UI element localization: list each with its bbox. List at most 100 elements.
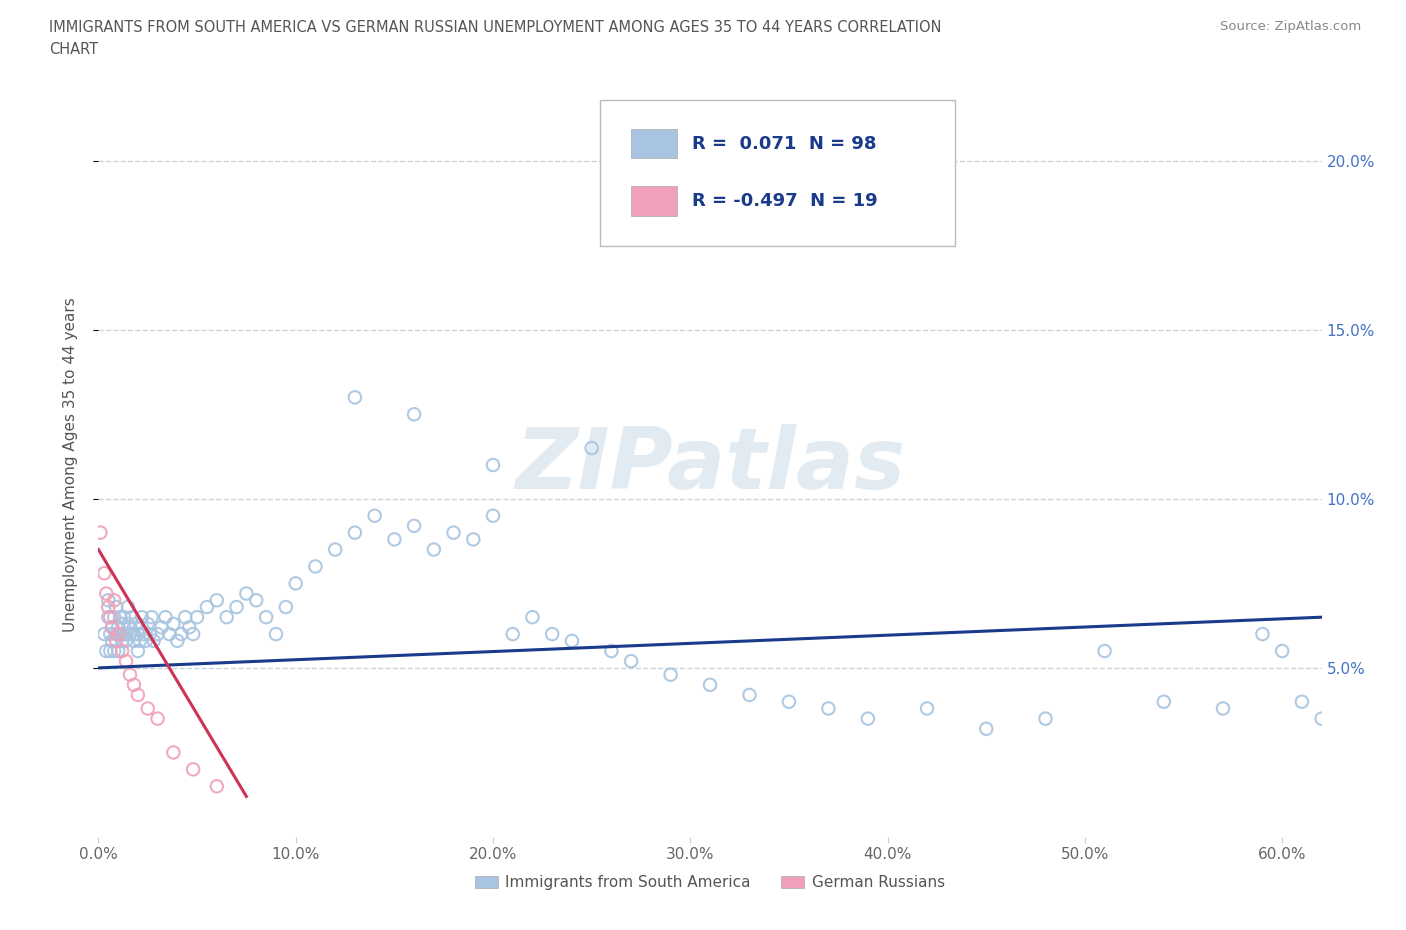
- Point: [128, 633, 150, 648]
- Point: [122, 677, 145, 692]
- Point: [125, 617, 148, 631]
- Point: [117, 617, 139, 631]
- Point: [343, 525, 366, 540]
- Point: [108, 627, 131, 642]
- Point: [1035, 711, 1057, 726]
- Point: [141, 610, 163, 625]
- Text: Source: ZipAtlas.com: Source: ZipAtlas.com: [1220, 20, 1361, 33]
- Text: R =  0.071  N = 98: R = 0.071 N = 98: [692, 135, 876, 153]
- Point: [225, 600, 247, 615]
- Point: [620, 654, 643, 669]
- Point: [97, 610, 120, 625]
- Point: [778, 695, 800, 710]
- Point: [103, 610, 125, 625]
- Point: [111, 633, 134, 648]
- Point: [245, 592, 267, 607]
- Point: [264, 627, 287, 642]
- Point: [97, 600, 120, 615]
- Point: [118, 620, 141, 635]
- Y-axis label: Unemployment Among Ages 35 to 44 years: Unemployment Among Ages 35 to 44 years: [63, 298, 77, 632]
- Point: [101, 620, 124, 635]
- Point: [118, 667, 141, 682]
- Point: [96, 586, 118, 601]
- Legend: Immigrants from South America, German Russians: Immigrants from South America, German Ru…: [468, 870, 952, 897]
- Point: [254, 610, 277, 625]
- Point: [181, 762, 204, 777]
- Point: [404, 518, 426, 533]
- Point: [97, 592, 120, 607]
- Point: [181, 627, 204, 642]
- Point: [150, 620, 173, 635]
- Point: [541, 627, 564, 642]
- Point: [186, 610, 208, 625]
- Point: [304, 559, 326, 574]
- Point: [105, 600, 128, 615]
- Point: [1271, 644, 1294, 658]
- Point: [1153, 695, 1175, 710]
- Point: [561, 633, 583, 648]
- Point: [235, 586, 257, 601]
- Point: [101, 620, 124, 635]
- FancyBboxPatch shape: [630, 128, 678, 158]
- Point: [482, 509, 505, 524]
- Point: [502, 627, 524, 642]
- Point: [122, 627, 145, 642]
- Point: [122, 633, 145, 648]
- Point: [131, 610, 153, 625]
- Point: [174, 610, 197, 625]
- Point: [817, 701, 839, 716]
- Point: [115, 627, 138, 642]
- FancyBboxPatch shape: [600, 100, 955, 246]
- Point: [142, 633, 165, 648]
- Point: [1212, 701, 1234, 716]
- Point: [974, 722, 997, 737]
- Point: [1094, 644, 1116, 658]
- Point: [135, 633, 157, 648]
- Point: [274, 600, 297, 615]
- Point: [162, 617, 184, 631]
- Point: [155, 610, 177, 625]
- Point: [132, 627, 155, 642]
- Point: [108, 610, 131, 625]
- Point: [195, 600, 218, 615]
- Point: [105, 633, 128, 648]
- FancyBboxPatch shape: [630, 186, 678, 216]
- Point: [1291, 695, 1313, 710]
- Point: [121, 610, 143, 625]
- Point: [93, 565, 115, 580]
- Text: IMMIGRANTS FROM SOUTH AMERICA VS GERMAN RUSSIAN UNEMPLOYMENT AMONG AGES 35 TO 44: IMMIGRANTS FROM SOUTH AMERICA VS GERMAN …: [49, 20, 942, 35]
- Point: [146, 627, 169, 642]
- Point: [96, 644, 118, 658]
- Point: [89, 525, 111, 540]
- Point: [112, 610, 135, 625]
- Point: [107, 644, 129, 658]
- Point: [98, 610, 121, 625]
- Point: [738, 687, 761, 702]
- Point: [103, 592, 125, 607]
- Point: [159, 627, 181, 642]
- Point: [205, 592, 228, 607]
- Point: [115, 633, 138, 648]
- Point: [103, 644, 125, 658]
- Point: [138, 627, 160, 642]
- Point: [127, 627, 149, 642]
- Point: [179, 620, 201, 635]
- Point: [166, 633, 188, 648]
- Point: [127, 687, 149, 702]
- Text: R = -0.497  N = 19: R = -0.497 N = 19: [692, 192, 877, 210]
- Point: [659, 667, 682, 682]
- Point: [105, 627, 128, 642]
- Point: [482, 458, 505, 472]
- Point: [284, 576, 307, 591]
- Point: [146, 711, 169, 726]
- Point: [856, 711, 879, 726]
- Point: [404, 406, 426, 421]
- Point: [423, 542, 446, 557]
- Point: [363, 509, 385, 524]
- Point: [112, 627, 135, 642]
- Point: [131, 620, 153, 635]
- Point: [117, 600, 139, 615]
- Point: [600, 644, 623, 658]
- Point: [111, 644, 134, 658]
- Point: [136, 617, 159, 631]
